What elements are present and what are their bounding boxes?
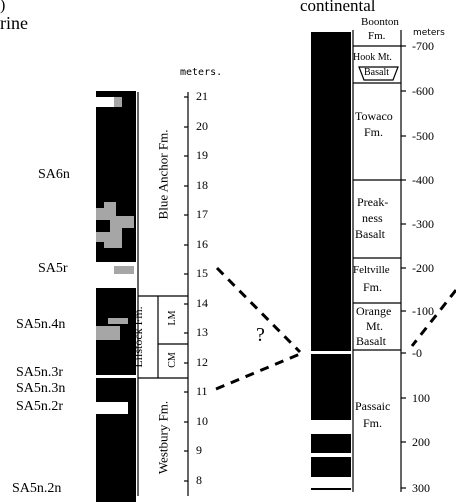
- formation-feltville: Feltville: [353, 264, 390, 276]
- right-normal-polarity: [311, 32, 351, 490]
- formation-preakness-basalt: Basalt: [355, 227, 385, 241]
- right-reversed-a: [311, 420, 351, 434]
- right-tick-0: -0: [412, 346, 422, 360]
- magnetozone-sa5n4n: SA5n.4n: [16, 317, 66, 332]
- correlation-question-mark: ?: [256, 324, 265, 346]
- right-tick-500-value: 500: [416, 129, 434, 143]
- left-tick-15: 15: [196, 266, 208, 280]
- right-tick-500: -500: [412, 129, 434, 143]
- left-reversed-sa5n2r: [96, 402, 128, 414]
- left-uncertain-band: [114, 97, 122, 107]
- left-reversed-sa5r: [96, 262, 136, 288]
- right-polarity-column: [311, 32, 351, 490]
- formation-blue-anchor: Blue Anchor Fm.: [155, 129, 171, 220]
- magnetozone-sa5n3n: SA5n.3n: [16, 381, 66, 396]
- formation-boonton: Boonton: [361, 16, 399, 28]
- left-tick-21: 21: [196, 89, 208, 103]
- left-tick-13: 13: [196, 325, 208, 339]
- right-tick-600-value: 600: [416, 84, 434, 98]
- formation-preak: Preak-: [357, 195, 389, 209]
- left-tick-17: 17: [196, 207, 208, 221]
- left-tick-20: 20: [196, 119, 208, 133]
- right-tick-700: -700: [412, 39, 434, 53]
- left-uncertain-zone-17: [96, 202, 134, 248]
- left-scale-unit: meters.: [180, 67, 223, 78]
- member-lm: LM: [167, 310, 178, 326]
- formation-boonton-fm: Fm.: [368, 30, 386, 42]
- right-tick-400-value: 400: [416, 173, 434, 187]
- left-polarity-column: [96, 91, 136, 502]
- left-tick-18: 18: [196, 178, 208, 192]
- left-reversed-thin: [96, 375, 136, 378]
- right-scale: [400, 30, 406, 492]
- right-reversed-b: [311, 453, 351, 457]
- right-tick-200: -200: [412, 261, 434, 275]
- right-tick-0-value: 0: [416, 346, 422, 360]
- formation-feltville-fm: Fm.: [363, 280, 383, 294]
- right-scale-unit: meters: [413, 28, 445, 38]
- right-tick-200-below: 200: [412, 435, 430, 449]
- left-tick-16: 16: [196, 237, 208, 251]
- right-tick-100: -100: [412, 304, 434, 318]
- formation-towaco: Towaco: [355, 109, 393, 123]
- magnetozone-sa5n3r: SA5n.3r: [16, 365, 64, 380]
- magnetozone-sa6n: SA6n: [38, 167, 70, 182]
- right-tick-100-below: 100: [412, 391, 430, 405]
- left-uncertain-block-b: [96, 326, 120, 340]
- left-reversed-band: [96, 97, 114, 107]
- left-header-fragment: rine: [0, 13, 28, 33]
- right-tick-300-value: 300: [416, 217, 434, 231]
- formation-orange: Orange: [356, 304, 392, 318]
- right-tick-100-value: 100: [416, 304, 434, 318]
- formation-ness: ness: [362, 211, 383, 225]
- magnetozone-sa5r: SA5r: [38, 261, 68, 276]
- right-tick-400: -400: [412, 173, 434, 187]
- left-tick-10: 10: [196, 414, 208, 428]
- left-tick-12: 12: [196, 355, 208, 369]
- right-tick-600: -600: [412, 84, 434, 98]
- left-tick-9: 9: [196, 443, 202, 457]
- right-tick-300: -300: [412, 217, 434, 231]
- formation-lilstock: Lilstock Fm.: [131, 306, 145, 368]
- formation-hook-basalt: Basalt: [364, 67, 389, 78]
- right-formation-boxes: [352, 30, 401, 492]
- left-uncertain-sa5r: [114, 266, 134, 274]
- left-tick-14: 14: [196, 296, 208, 310]
- right-reversed-c: [311, 477, 351, 488]
- formation-orange-mt: Mt.: [366, 319, 384, 333]
- formation-towaco-fm: Fm.: [364, 125, 384, 139]
- left-header-fragment-top: ): [0, 0, 6, 14]
- left-normal-polarity: [96, 91, 136, 502]
- left-tick-11: 11: [196, 384, 208, 398]
- left-scale: [184, 92, 189, 496]
- magnetozone-sa5n2r: SA5n.2r: [16, 399, 64, 414]
- right-reversed-0: [311, 351, 351, 354]
- left-formation-boxes: [137, 92, 188, 496]
- formation-passaic: Passaic: [355, 399, 391, 413]
- left-tick-8: 8: [196, 473, 202, 487]
- formation-orange-basalt: Basalt: [356, 334, 386, 348]
- left-uncertain-block-a: [108, 318, 128, 324]
- formation-hook-mt: Hook Mt.: [353, 52, 392, 63]
- left-tick-19: 19: [196, 148, 208, 162]
- right-header-title: continental: [300, 0, 376, 15]
- correlation-lines: [215, 266, 456, 391]
- member-cm: CM: [167, 352, 178, 368]
- magnetozone-sa5n2n: SA5n.2n: [12, 481, 62, 496]
- formation-westbury: Westbury Fm.: [155, 400, 171, 475]
- right-tick-700-value: 700: [416, 39, 434, 53]
- formation-passaic-fm: Fm.: [363, 416, 383, 430]
- right-tick-300-below: 300: [412, 481, 430, 495]
- right-tick-200-value: 200: [416, 261, 434, 275]
